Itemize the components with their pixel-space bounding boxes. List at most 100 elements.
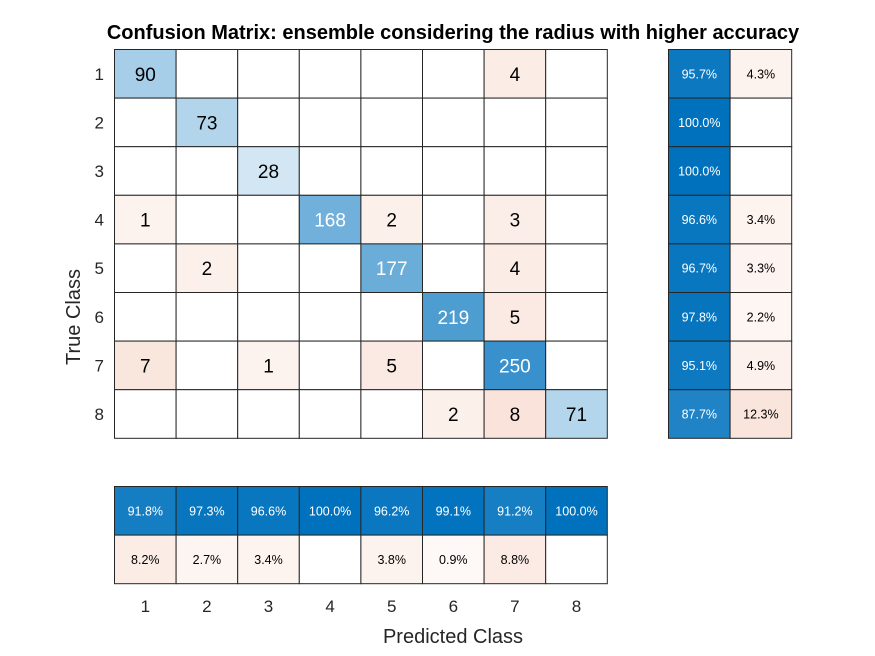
y-tick-label-1: 1 (95, 65, 104, 84)
matrix-cell-2-1 (114, 97, 177, 148)
matrix-cell-3-5 (360, 146, 423, 196)
matrix-cell-5-8 (545, 243, 608, 293)
matrix-value-7-1: 7 (140, 356, 151, 377)
matrix-value-4-1: 1 (140, 211, 151, 232)
row-summary-correct-cell-5 (668, 243, 731, 293)
x-tick-label-2: 2 (202, 597, 211, 616)
row-summary-incorrect-cell-6 (729, 292, 793, 342)
matrix-cell-2-3 (237, 97, 300, 148)
chart-title: Confusion Matrix: ensemble considering t… (107, 22, 800, 44)
matrix-cell-3-4 (298, 146, 362, 196)
y-tick-label-3: 3 (95, 162, 104, 181)
matrix-value-7-3: 1 (263, 356, 274, 377)
matrix-value-1-7: 4 (510, 65, 521, 86)
x-tick-label-4: 4 (325, 597, 334, 616)
matrix-value-7-5: 5 (386, 356, 397, 377)
matrix-cell-4-6 (422, 194, 485, 245)
matrix-value-5-7: 4 (510, 259, 521, 280)
column-summary-incorrect-7: 8.8% (501, 553, 530, 567)
column-summary-correct-4: 100.0% (309, 504, 351, 518)
matrix-cell-6-2 (175, 292, 239, 342)
matrix-cell-1-4 (298, 49, 362, 99)
matrix-cell-5-3 (237, 243, 300, 293)
row-summary-correct-cell-4 (668, 194, 731, 245)
row-summary-incorrect-cell-1 (729, 49, 793, 99)
column-summary-correct-cell-8 (545, 486, 608, 536)
matrix-cell-2-2 (175, 97, 239, 148)
matrix-value-3-3: 28 (258, 162, 279, 183)
row-summary-incorrect-8: 12.3% (743, 408, 778, 422)
matrix-cell-2-4 (298, 97, 362, 148)
matrix-cell-1-1 (114, 49, 177, 99)
row-summary: 95.7% 4.3% 100.0% 100.0% 96.6% 3.4% 96.7% 3.3% 9… (668, 49, 793, 439)
row-summary-correct-3: 100.0% (678, 165, 720, 179)
matrix-cell-8-5 (360, 389, 423, 439)
y-tick-label-2: 2 (95, 113, 104, 132)
row-summary-correct-5: 96.7% (682, 262, 717, 276)
matrix-cell-6-3 (237, 292, 300, 342)
row-summary-incorrect-7: 4.9% (747, 359, 776, 373)
row-summary-correct-2: 100.0% (678, 116, 720, 130)
matrix-cell-2-7 (483, 97, 547, 148)
x-tick-label-3: 3 (264, 597, 273, 616)
matrix-cell-7-2 (175, 340, 239, 391)
column-summary-incorrect-cell-1 (114, 534, 177, 585)
matrix-cell-7-5 (360, 340, 423, 391)
column-summary-incorrect-3: 3.4% (254, 553, 283, 567)
column-summary-incorrect-1: 8.2% (131, 553, 160, 567)
matrix-cell-8-8 (545, 389, 608, 439)
column-summary-incorrect-cell-4 (298, 534, 362, 585)
matrix-cell-4-7 (483, 194, 547, 245)
matrix-value-4-7: 3 (510, 211, 521, 232)
matrix-cell-3-1 (114, 146, 177, 196)
row-summary-correct-cell-2 (668, 97, 731, 148)
matrix-cell-4-3 (237, 194, 300, 245)
matrix-cell-8-4 (298, 389, 362, 439)
matrix-cell-7-8 (545, 340, 608, 391)
matrix-cell-4-8 (545, 194, 608, 245)
matrix-cell-2-8 (545, 97, 608, 148)
matrix-value-8-8: 71 (566, 405, 587, 426)
column-summary-incorrect-cell-6 (422, 534, 485, 585)
matrix-value-5-5: 177 (376, 259, 408, 280)
y-tick-label-8: 8 (95, 405, 104, 424)
matrix-value-4-5: 2 (386, 211, 397, 232)
column-summary-correct-cell-7 (483, 486, 547, 536)
x-tick-label-8: 8 (572, 597, 581, 616)
matrix-value-4-4: 168 (314, 211, 346, 232)
tick-labels: 1 2 3 4 5 6 7 8 1 2 3 4 5 6 7 8 (95, 65, 582, 616)
row-summary-correct-6: 97.8% (682, 310, 717, 324)
matrix-cell-6-5 (360, 292, 423, 342)
column-summary-correct-2: 97.3% (189, 504, 224, 518)
column-summary-incorrect-cell-8 (545, 534, 608, 585)
column-summary: 91.8% 8.2% 97.3% 2.7% 96.6% 3.4% 100.0% 96.2% 3.… (114, 486, 608, 585)
column-summary-correct-cell-2 (175, 486, 239, 536)
column-summary-correct-8: 100.0% (555, 504, 597, 518)
column-summary-correct-6: 99.1% (436, 504, 471, 518)
column-summary-incorrect-cell-5 (360, 534, 423, 585)
matrix-cell-1-7 (483, 49, 547, 99)
y-tick-label-6: 6 (95, 308, 104, 327)
y-tick-label-5: 5 (95, 259, 104, 278)
matrix-value-5-2: 2 (202, 259, 213, 280)
column-summary-correct-1: 91.8% (128, 504, 163, 518)
matrix-cell-1-8 (545, 49, 608, 99)
column-summary-incorrect-cell-3 (237, 534, 300, 585)
matrix-cell-7-6 (422, 340, 485, 391)
matrix-cell-5-4 (298, 243, 362, 293)
matrix-cell-8-2 (175, 389, 239, 439)
column-summary-correct-3: 96.6% (251, 504, 286, 518)
x-tick-label-7: 7 (510, 597, 519, 616)
row-summary-incorrect-cell-3 (729, 146, 793, 196)
row-summary-correct-8: 87.7% (682, 408, 717, 422)
row-summary-correct-7: 95.1% (682, 359, 717, 373)
matrix-value-2-2: 73 (196, 113, 217, 134)
matrix-cell-8-3 (237, 389, 300, 439)
matrix-cell-3-7 (483, 146, 547, 196)
matrix-cell-5-6 (422, 243, 485, 293)
row-summary-correct-cell-6 (668, 292, 731, 342)
column-summary-correct-cell-3 (237, 486, 300, 536)
column-summary-incorrect-5: 3.8% (377, 553, 406, 567)
row-summary-correct-cell-1 (668, 49, 731, 99)
